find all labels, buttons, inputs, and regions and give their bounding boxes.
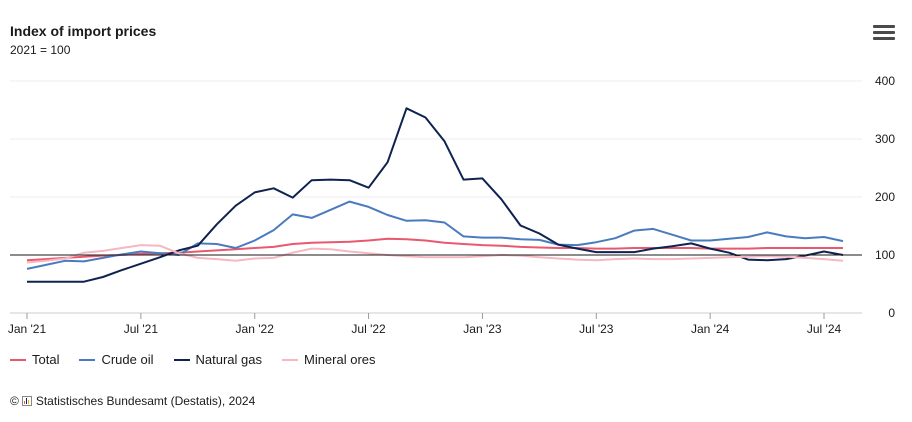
- copyright-symbol: ©: [10, 394, 19, 408]
- series-line-mineral-ores[interactable]: [26, 244, 844, 264]
- legend-swatch-crude-oil: [79, 358, 96, 361]
- credits-text: Statistisches Bundesamt (Destatis), 2024: [35, 394, 256, 408]
- x-tick-label: Jan '23: [463, 322, 502, 336]
- legend-label-total: Total: [32, 352, 60, 367]
- line-chart: 0 100 200 300 400 Jan '21 Jul '21 Jan '22 Jul '2…: [8, 74, 895, 336]
- x-tick-label: Jul '23: [579, 322, 614, 336]
- x-tick-label: Jan '22: [236, 322, 275, 336]
- legend-label-crude-oil: Crude oil: [101, 352, 154, 367]
- x-tick-label: Jan '21: [8, 322, 47, 336]
- chart-title: Index of import prices: [10, 23, 157, 39]
- legend-swatch-natural-gas: [173, 358, 190, 361]
- legend-label-mineral-ores: Mineral ores: [303, 352, 376, 367]
- x-tick-label: Jul '22: [351, 322, 386, 336]
- legend-item-total[interactable]: Total: [10, 352, 59, 367]
- credits: © Statistisches Bundesamt (Destatis), 20…: [10, 394, 255, 408]
- hamburger-menu-icon[interactable]: [873, 25, 895, 43]
- series-line-crude-oil[interactable]: [26, 200, 844, 270]
- series-line-natural-gas[interactable]: [27, 107, 844, 283]
- legend-item-natural-gas[interactable]: Natural gas: [173, 352, 262, 367]
- legend: Total Crude oil Natural gas Mineral ores: [10, 352, 396, 367]
- x-tick-label: Jan '24: [691, 322, 730, 336]
- legend-item-mineral-ores[interactable]: Mineral ores: [281, 352, 376, 367]
- y-tick-label: 100: [875, 248, 895, 262]
- legend-label-natural-gas: Natural gas: [195, 352, 262, 367]
- legend-swatch-mineral-ores: [281, 358, 298, 361]
- legend-swatch-total: [10, 358, 26, 361]
- x-tick-label: Jul '21: [124, 322, 159, 336]
- destatis-logo-icon: [21, 396, 32, 406]
- y-tick-label: 200: [875, 190, 895, 204]
- chart-subtitle: 2021 = 100: [10, 43, 71, 57]
- x-tick-label: Jul '24: [807, 322, 842, 336]
- y-tick-label: 400: [875, 74, 895, 88]
- legend-item-crude-oil[interactable]: Crude oil: [79, 352, 154, 367]
- y-tick-label: 0: [888, 306, 895, 320]
- y-tick-label: 300: [875, 132, 895, 146]
